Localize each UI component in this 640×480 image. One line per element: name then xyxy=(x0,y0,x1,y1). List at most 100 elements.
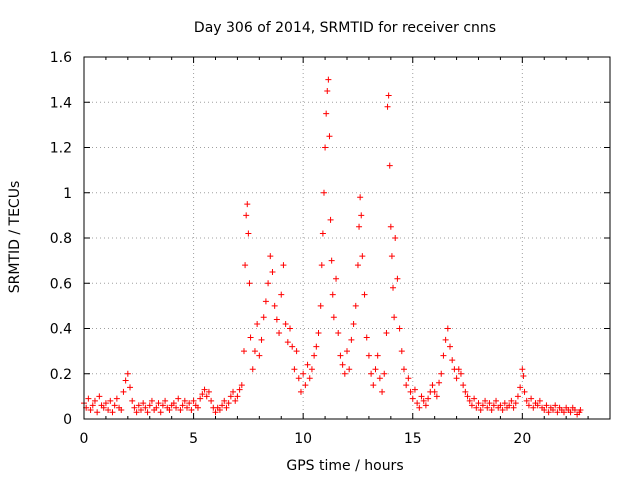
axes xyxy=(83,56,611,420)
data-point xyxy=(276,330,283,337)
data-point xyxy=(271,302,278,309)
data-point xyxy=(242,262,249,269)
data-point xyxy=(477,406,484,413)
data-point xyxy=(486,400,493,407)
data-point xyxy=(381,370,388,377)
data-point xyxy=(484,404,491,411)
data-point xyxy=(449,357,456,364)
data-point xyxy=(289,343,296,350)
data-point xyxy=(416,404,423,411)
data-point xyxy=(396,325,403,332)
data-point xyxy=(508,397,515,404)
data-point xyxy=(348,336,355,343)
data-point xyxy=(567,409,574,416)
tick-labels: 0 5 10 15 20 0 0.2 0.4 0.6 0.8 1 1.2 1.4 1.6 xyxy=(50,50,532,447)
data-point xyxy=(300,370,307,377)
data-point xyxy=(188,406,195,413)
data-point xyxy=(208,397,215,404)
data-point xyxy=(422,402,429,409)
data-point xyxy=(411,386,418,393)
data-point xyxy=(418,393,425,400)
data-point xyxy=(127,384,134,391)
plot-border xyxy=(83,56,611,420)
data-point xyxy=(464,393,471,400)
data-point xyxy=(135,402,142,409)
data-point xyxy=(329,291,336,298)
data-point xyxy=(350,320,357,327)
data-point xyxy=(560,409,567,416)
data-point xyxy=(122,377,129,384)
data-point xyxy=(144,409,151,416)
data-point xyxy=(352,302,359,309)
data-point xyxy=(203,393,210,400)
data-point xyxy=(273,316,280,323)
data-point xyxy=(372,366,379,373)
data-point xyxy=(520,373,527,380)
x-tick-label: 15 xyxy=(404,431,422,447)
data-point xyxy=(254,320,261,327)
data-point xyxy=(113,395,120,402)
data-point xyxy=(409,395,416,402)
data-point xyxy=(374,352,381,359)
data-point xyxy=(262,298,269,305)
data-point xyxy=(181,397,188,404)
data-point xyxy=(358,212,365,219)
data-point xyxy=(536,397,543,404)
y-tick-label: 0.6 xyxy=(50,276,72,292)
data-point xyxy=(287,325,294,332)
data-point xyxy=(460,382,467,389)
data-point xyxy=(521,388,528,395)
data-point xyxy=(179,402,186,409)
data-point xyxy=(541,406,548,413)
data-point xyxy=(545,409,552,416)
data-point xyxy=(400,366,407,373)
data-point xyxy=(414,400,421,407)
data-point xyxy=(328,257,335,264)
data-point xyxy=(530,404,537,411)
data-point xyxy=(199,391,206,398)
data-point xyxy=(429,382,436,389)
data-point xyxy=(282,320,289,327)
data-point xyxy=(102,400,109,407)
data-point xyxy=(184,404,191,411)
data-point xyxy=(302,382,309,389)
data-point xyxy=(177,406,184,413)
data-point xyxy=(356,223,363,230)
data-point xyxy=(249,366,256,373)
data-point xyxy=(238,382,245,389)
data-point xyxy=(384,103,391,110)
data-point xyxy=(212,409,219,416)
data-point xyxy=(554,409,561,416)
data-point xyxy=(455,366,462,373)
data-point xyxy=(236,386,243,393)
data-point xyxy=(323,110,330,117)
data-point xyxy=(392,235,399,241)
data-point xyxy=(365,352,372,359)
y-tick-label: 1.6 xyxy=(50,50,72,66)
data-point xyxy=(325,76,332,83)
data-point xyxy=(394,275,401,282)
data-point xyxy=(440,352,447,359)
chart-title: Day 306 of 2014, SRMTID for receiver cnn… xyxy=(194,20,496,36)
x-tick-label: 5 xyxy=(189,431,198,447)
data-point xyxy=(247,334,254,341)
data-point xyxy=(221,397,228,404)
data-point xyxy=(256,352,263,359)
data-point xyxy=(260,314,267,321)
data-point xyxy=(246,280,253,287)
data-point xyxy=(473,404,480,411)
data-point xyxy=(339,361,346,368)
data-point xyxy=(295,375,302,382)
data-point xyxy=(146,402,153,409)
data-point xyxy=(133,409,140,416)
data-point xyxy=(326,133,333,140)
data-point xyxy=(497,402,504,409)
data-point xyxy=(190,397,197,404)
x-axis-label: GPS time / hours xyxy=(286,458,403,474)
data-point xyxy=(388,253,395,260)
data-point xyxy=(327,216,334,223)
data-point xyxy=(157,409,164,416)
data-point xyxy=(335,330,342,337)
data-point xyxy=(166,406,173,413)
data-point xyxy=(398,348,405,355)
